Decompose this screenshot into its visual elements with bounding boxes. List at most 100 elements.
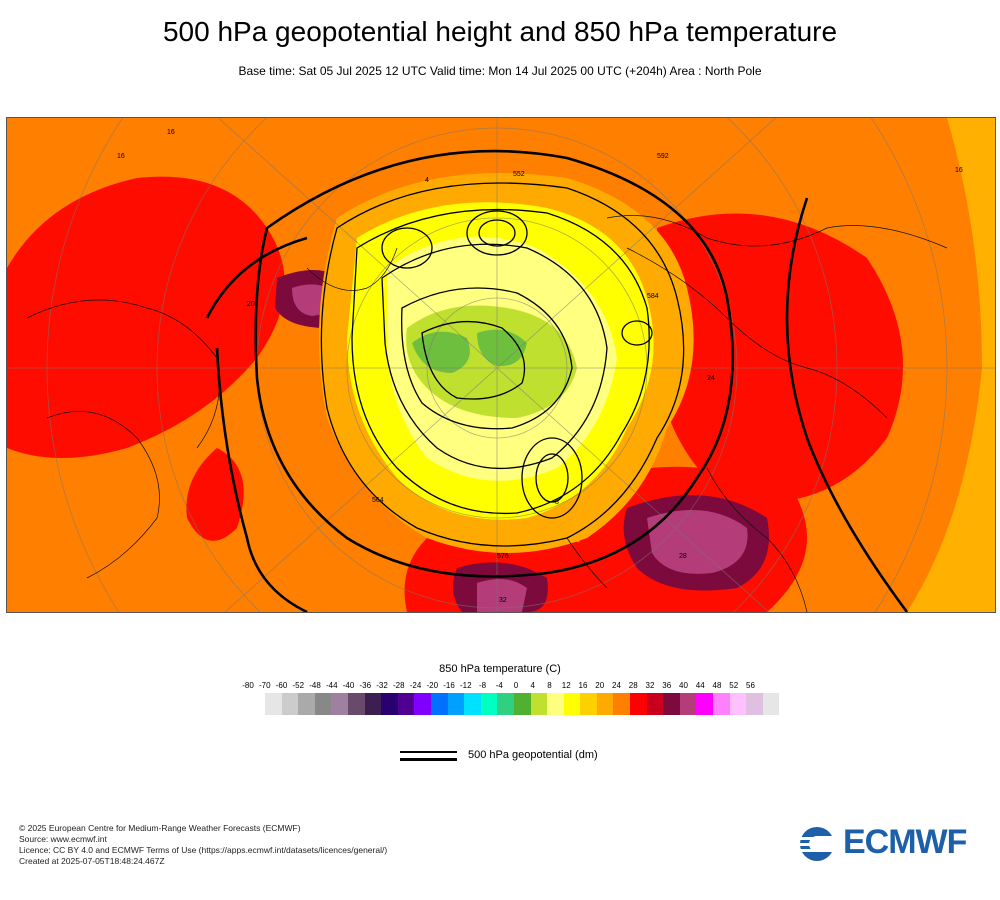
cold-core-green — [412, 331, 470, 373]
ecmwf-logo-icon — [795, 827, 839, 861]
contour-label: 552 — [513, 171, 525, 178]
legend-tick-label: 0 — [513, 681, 519, 690]
cold-core-green-2 — [477, 329, 527, 367]
contour-label: 16 — [955, 167, 963, 174]
contour-label: 16 — [117, 153, 125, 160]
copyright-text: © 2025 European Centre for Medium-Range … — [19, 823, 301, 833]
legend-tick-label: -44 — [325, 681, 338, 690]
legend-color-swatch — [729, 693, 747, 715]
legend-color-swatch — [430, 693, 448, 715]
legend-color-swatch — [547, 693, 564, 715]
legend-color-swatch — [464, 693, 481, 715]
legend-tick-label: -32 — [376, 681, 388, 690]
legend-tick-label: 20 — [595, 681, 605, 690]
legend-color-swatch — [381, 693, 398, 715]
contour-label: 32 — [499, 597, 507, 604]
legend-tick-label: 40 — [679, 681, 688, 690]
legend-tick-label: 28 — [628, 681, 638, 690]
legend-tick-label: -28 — [392, 681, 405, 690]
map-panel: 552 564 576 584 592 16 16 16 20 24 28 32… — [6, 117, 996, 613]
legend-color-swatch — [347, 693, 365, 715]
legend-title: 850 hPa temperature (C) — [439, 663, 561, 675]
legend-tick-label: 44 — [695, 681, 705, 690]
legend-tick-label: -80 — [242, 681, 254, 690]
contour-label: 28 — [679, 553, 687, 560]
licence-text: Licence: CC BY 4.0 and ECMWF Terms of Us… — [19, 845, 388, 855]
coastlines — [26, 215, 948, 612]
legend-color-swatch — [679, 693, 697, 715]
contour-label: 24 — [707, 375, 715, 382]
geopotential-legend-label: 500 hPa geopotential (dm) — [468, 749, 598, 761]
ecmwf-logo-text: ECMWF — [843, 823, 967, 861]
legend-tick-label: 4 — [530, 681, 535, 690]
legend-tick-label: -48 — [309, 681, 321, 690]
legend-tick-label: 36 — [662, 681, 672, 690]
legend-color-swatch — [397, 693, 415, 715]
legend-color-bar — [265, 693, 780, 715]
legend-tick-label: 8 — [547, 681, 552, 690]
legend-color-swatch — [663, 693, 680, 715]
legend-color-swatch — [563, 693, 581, 715]
legend-tick-labels: -80 -70 -60 -52 -48 -44 -40 -36 -32 -28 -24 -20 -16-… — [240, 681, 760, 693]
contour-label: 20 — [247, 301, 255, 308]
legend-tick-label: -20 — [426, 681, 439, 690]
geopotential-contours — [320, 182, 685, 547]
geopotential-legend-line-thin — [400, 751, 457, 753]
legend-tick-label: 56 — [746, 681, 755, 690]
legend-color-swatch — [530, 693, 548, 715]
legend-color-swatch — [414, 693, 431, 715]
legend-tick-label: 12 — [561, 681, 571, 690]
legend-tick-label: 24 — [612, 681, 621, 690]
contour-label: 4 — [425, 177, 429, 184]
source-text: Source: www.ecmwf.int — [19, 834, 107, 844]
geopotential-legend-line-bold — [400, 758, 457, 761]
contour-label: 592 — [657, 153, 669, 160]
legend-color-swatch — [762, 693, 780, 715]
map-canvas: 552 564 576 584 592 16 16 16 20 24 28 32… — [7, 118, 995, 612]
legend-tick-label: 32 — [645, 681, 655, 690]
legend-color-swatch — [513, 693, 531, 715]
map-edge-region — [907, 118, 995, 612]
legend-tick-label: -16 — [443, 681, 455, 690]
legend-tick-label: 52 — [729, 681, 739, 690]
legend-color-swatch — [281, 693, 299, 715]
legend-color-swatch — [696, 693, 714, 715]
legend-color-swatch — [497, 693, 514, 715]
legend-tick-label: -52 — [292, 681, 305, 690]
contour-label: 576 — [497, 553, 509, 560]
legend-color-swatch — [613, 693, 631, 715]
contour-labels: 552 564 576 584 592 16 16 16 20 24 28 32… — [117, 129, 963, 604]
legend-tick-label: -24 — [409, 681, 422, 690]
contour-label: 8 — [555, 499, 559, 506]
legend-color-swatch — [314, 693, 332, 715]
legend-color-swatch — [480, 693, 498, 715]
legend-color-swatch — [447, 693, 465, 715]
legend-color-swatch — [331, 693, 348, 715]
legend-color-swatch — [580, 693, 597, 715]
contour-label: 564 — [372, 497, 384, 504]
geopotential-contours-bold — [205, 149, 909, 612]
contour-label: 16 — [167, 129, 175, 136]
legend-tick-label: -60 — [275, 681, 288, 690]
chart-title: 500 hPa geopotential height and 850 hPa … — [162, 16, 838, 47]
legend-tick-label: 48 — [712, 681, 722, 690]
legend-color-swatch — [646, 693, 664, 715]
legend-tick-label: -70 — [258, 681, 271, 690]
legend-tick-label: -12 — [459, 681, 472, 690]
legend-color-swatch — [630, 693, 647, 715]
legend-tick-label: 16 — [578, 681, 588, 690]
credits: © 2025 European Centre for Medium-Range … — [19, 823, 387, 867]
legend-color-swatch — [298, 693, 315, 715]
legend-tick-label: -36 — [359, 681, 372, 690]
legend-color-swatch — [713, 693, 730, 715]
chart-subtitle: Base time: Sat 05 Jul 2025 12 UTC Valid … — [238, 64, 762, 78]
legend-tick-label: -8 — [478, 681, 487, 690]
legend-color-swatch — [364, 693, 382, 715]
legend-tick-label: -4 — [495, 681, 503, 690]
ecmwf-logo: ECMWF — [795, 823, 967, 862]
legend-tick-label: -40 — [342, 681, 355, 690]
contour-label: 584 — [647, 293, 659, 300]
legend-color-swatch — [746, 693, 763, 715]
legend-color-swatch — [596, 693, 614, 715]
created-text: Created at 2025-07-05T18:48:24.467Z — [19, 856, 165, 866]
